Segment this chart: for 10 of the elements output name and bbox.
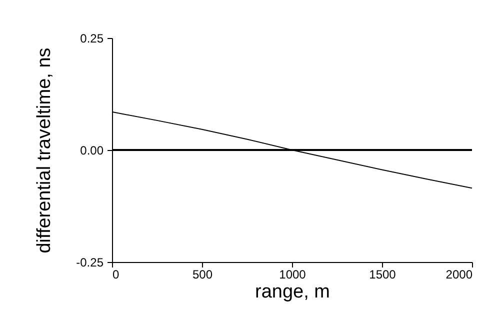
x-tick-label: 0	[112, 268, 120, 282]
y-tick-label: 0.25	[80, 32, 104, 46]
y-tick-label: -0.25	[76, 256, 104, 270]
x-tick-label: 1000	[279, 268, 306, 282]
y-axis-title: differential traveltime, ns	[34, 48, 56, 254]
y-tick-label: 0.00	[80, 144, 104, 158]
x-axis-title: range, m	[255, 282, 330, 302]
x-tick-label: 1500	[369, 268, 396, 282]
x-tick-label: 2000	[446, 268, 473, 282]
x-tick-label: 500	[192, 268, 213, 282]
